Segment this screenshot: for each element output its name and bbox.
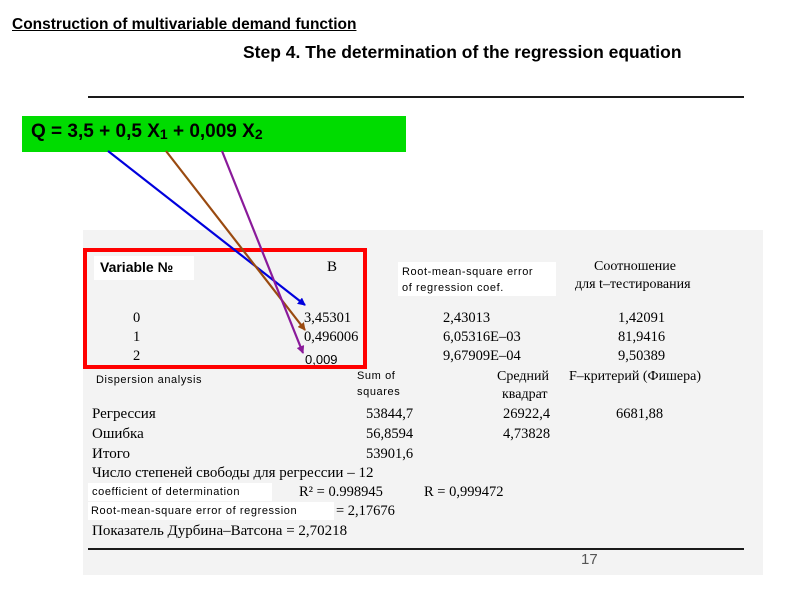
row-0-index: 0 bbox=[133, 310, 141, 326]
regression-f: 6681,88 bbox=[616, 406, 664, 422]
ratio-column-header-line2: для t–тестирования bbox=[575, 277, 691, 292]
error-column-header-line1: Root-mean-square error bbox=[402, 266, 534, 278]
error-column-header-line2: of regression coef. bbox=[402, 282, 504, 294]
degrees-of-freedom-line: Число степеней свободы для регрессии – 1… bbox=[92, 465, 374, 481]
step-heading: Step 4. The determination of the regress… bbox=[243, 42, 682, 62]
highlight-frame bbox=[83, 248, 367, 369]
r-squared-value: R² = 0.998945 bbox=[299, 484, 383, 500]
regression-sum: 53844,7 bbox=[366, 406, 414, 422]
b-column-header: B bbox=[327, 259, 338, 275]
top-divider bbox=[88, 96, 744, 98]
row-0-ratio: 1,42091 bbox=[618, 310, 666, 326]
row-1-ratio: 81,9416 bbox=[618, 329, 666, 345]
row-2-ratio: 9,50389 bbox=[618, 348, 666, 364]
durbin-watson-line: Показатель Дурбина–Ватсона = 2,70218 bbox=[92, 523, 348, 539]
total-sum: 53901,6 bbox=[366, 446, 414, 462]
row-2-error: 9,67909E–04 bbox=[443, 348, 521, 364]
row-2-index: 2 bbox=[133, 348, 141, 364]
error-mean: 4,73828 bbox=[503, 426, 551, 442]
regression-row-name: Регрессия bbox=[92, 406, 156, 422]
rmse-label: Root-mean-square error of regression bbox=[91, 505, 298, 517]
page-number: 17 bbox=[581, 551, 598, 568]
bottom-line bbox=[88, 548, 744, 550]
rmse-value: = 2,17676 bbox=[336, 503, 395, 519]
ratio-column-header-line1: Соотношение bbox=[594, 259, 676, 274]
row-1-error: 6,05316E–03 bbox=[443, 329, 521, 345]
row-1-index: 1 bbox=[133, 329, 141, 345]
regression-equation-box: Q = 3,5 + 0,5 X1 + 0,009 X2 bbox=[22, 116, 406, 152]
mean-column-header-line2: квадрат bbox=[502, 387, 548, 402]
row-0-b: 3,45301 bbox=[304, 310, 352, 326]
row-0-error: 2,43013 bbox=[443, 310, 491, 326]
f-column-header: F–критерий (Фишера) bbox=[569, 369, 701, 384]
mean-column-header-line1: Средний bbox=[497, 369, 549, 384]
regression-mean: 26922,4 bbox=[503, 406, 551, 422]
regression-equation: Q = 3,5 + 0,5 X1 + 0,009 X2 bbox=[31, 121, 263, 142]
row-2-b-label: 0,009 bbox=[305, 352, 338, 367]
error-sum: 56,8594 bbox=[366, 426, 414, 442]
r-value: R = 0,999472 bbox=[424, 484, 504, 500]
determination-label: coefficient of determination bbox=[92, 486, 241, 498]
total-row-name: Итого bbox=[92, 446, 130, 462]
slide-title: Construction of multivariable demand fun… bbox=[12, 16, 357, 33]
dispersion-title: Dispersion analysis bbox=[96, 374, 203, 386]
sum-column-header-line1: Sum of bbox=[357, 370, 396, 382]
sum-column-header-line2: squares bbox=[357, 386, 401, 398]
error-row-name: Ошибка bbox=[92, 426, 144, 442]
row-1-b: 0,496006 bbox=[304, 329, 359, 345]
